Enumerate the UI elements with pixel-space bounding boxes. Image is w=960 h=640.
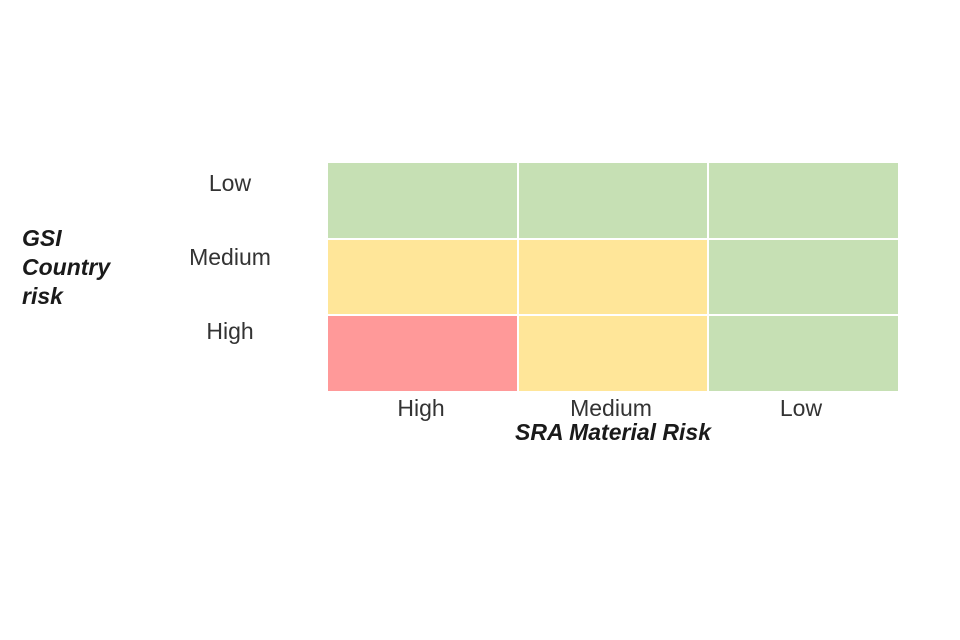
matrix-cell — [518, 163, 708, 238]
matrix-grid — [328, 163, 898, 391]
x-axis-title: SRA Material Risk — [515, 419, 711, 445]
x-tick-low: Low — [779, 395, 823, 421]
matrix-cell — [328, 163, 517, 238]
matrix-cell — [518, 316, 708, 391]
y-tick-high: High — [206, 318, 254, 344]
matrix-cell — [328, 239, 517, 315]
matrix-cell — [709, 239, 898, 315]
y-tick-medium: Medium — [189, 244, 271, 270]
x-tick-high: High — [397, 395, 445, 421]
matrix-cell — [709, 316, 898, 391]
y-axis-title: GSI Country risk — [22, 225, 111, 309]
matrix-cell — [518, 239, 708, 315]
matrix-cell — [328, 316, 517, 391]
matrix-cell — [709, 163, 898, 238]
y-tick-low: Low — [208, 170, 252, 196]
x-tick-medium: Medium — [570, 395, 652, 421]
